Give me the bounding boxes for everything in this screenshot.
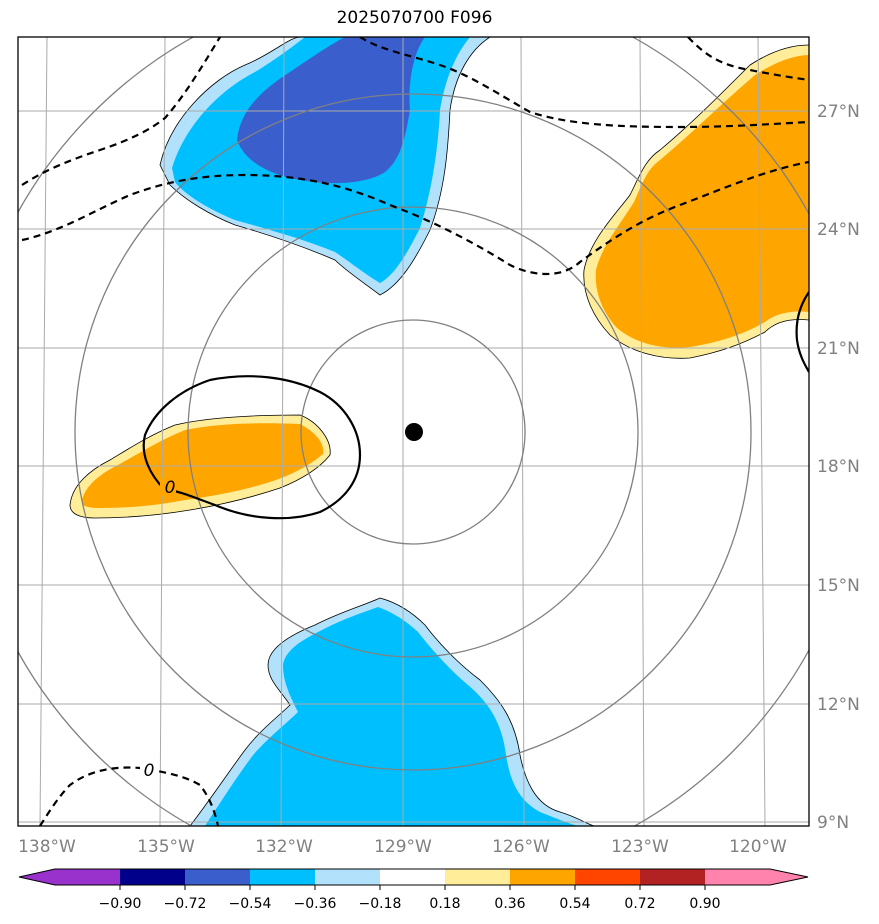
x-tick-label: 138°W xyxy=(18,837,76,857)
colorbar-segment xyxy=(55,869,121,885)
colorbar-tick-label: −0.90 xyxy=(99,896,142,912)
meridian-120w xyxy=(757,37,766,826)
center-marker xyxy=(405,423,423,441)
x-tick-label: 132°W xyxy=(255,837,313,857)
meridian-138w xyxy=(39,37,48,826)
range-rings xyxy=(18,37,809,826)
range-ring-2 xyxy=(187,206,639,658)
colorbar-segment xyxy=(705,869,771,885)
colorbar-tick-label: 0.90 xyxy=(689,896,720,912)
colorbar-segment xyxy=(640,869,706,885)
colorbar-segment xyxy=(250,869,316,885)
colorbar-segment xyxy=(445,869,511,885)
map-frame xyxy=(17,36,810,827)
contour-label-bg-1 xyxy=(160,478,176,496)
contour-dashed-bottom xyxy=(39,766,220,826)
contour-east xyxy=(583,44,809,359)
colorbar-segment xyxy=(315,869,381,885)
colorbar-outline xyxy=(18,868,809,886)
x-tick-label: 126°W xyxy=(492,837,550,857)
y-tick-label: 24°N xyxy=(817,220,860,240)
colorbar-segment xyxy=(575,869,641,885)
colorbar: −0.90 −0.72 −0.54 −0.36 −0.18 0.18 0.36 … xyxy=(18,868,809,912)
colorbar-tick-label: −0.18 xyxy=(359,896,402,912)
colorbar-tick-label: 0.36 xyxy=(494,896,525,912)
contour-dashed-upper xyxy=(359,37,809,129)
x-tick-label: 123°W xyxy=(611,837,669,857)
y-tick-label: 18°N xyxy=(817,457,860,477)
colorbar-tick-label: −0.36 xyxy=(294,896,337,912)
contour-north xyxy=(159,37,491,296)
contour-zero-west xyxy=(142,375,362,520)
chart-title: 2025070700 F096 xyxy=(336,8,493,28)
colorbar-segment xyxy=(120,869,186,885)
contour-zero-east xyxy=(795,291,809,373)
range-ring-3 xyxy=(74,93,752,771)
meridian-123w xyxy=(639,37,645,826)
contour-dashed-top-left xyxy=(21,37,221,186)
contour-west xyxy=(69,414,331,519)
colorbar-tick-label: −0.54 xyxy=(229,896,272,912)
colorbar-tick-label: 0.72 xyxy=(624,896,655,912)
y-tick-label: 15°N xyxy=(817,576,860,596)
colorbar-max-arrow xyxy=(770,869,808,885)
x-tick-label: 135°W xyxy=(137,837,195,857)
colorbar-segment xyxy=(510,869,576,885)
contour-dashed-mid xyxy=(21,160,809,276)
colorbar-tick-labels: −0.90 −0.72 −0.54 −0.36 −0.18 0.18 0.36 … xyxy=(99,896,721,912)
colorbar-tick-label: 0.18 xyxy=(429,896,460,912)
contour-label-2: 0 xyxy=(144,761,155,781)
meridian-132w xyxy=(280,37,285,826)
colorbar-ticks xyxy=(119,885,706,890)
y-tick-label: 21°N xyxy=(817,339,860,359)
colorbar-segment xyxy=(380,869,446,885)
meridian-126w xyxy=(520,37,525,826)
x-tick-label: 129°W xyxy=(374,837,432,857)
y-tick-label: 27°N xyxy=(817,102,860,122)
contour-label-bg-2 xyxy=(140,761,156,779)
colorbar-tick-label: 0.54 xyxy=(559,896,590,912)
contour-south xyxy=(189,597,596,826)
meridian-135w xyxy=(159,37,166,826)
map-plot-area: 0 0 xyxy=(18,37,809,826)
shade-south-cyan xyxy=(205,607,580,826)
colorbar-segment xyxy=(185,869,251,885)
x-tick-labels: 138°W 135°W 132°W 129°W 126°W 123°W 120°… xyxy=(18,837,787,857)
colorbar-tick-label: −0.72 xyxy=(164,896,207,912)
y-tick-labels: 27°N 24°N 21°N 18°N 15°N 12°N 9°N xyxy=(817,102,860,833)
graticule xyxy=(18,37,809,826)
contour-label-1: 0 xyxy=(165,478,176,498)
range-ring-1 xyxy=(300,319,526,545)
y-tick-label: 12°N xyxy=(817,695,860,715)
x-tick-label: 120°W xyxy=(729,837,787,857)
y-tick-label: 9°N xyxy=(817,813,849,833)
contours xyxy=(21,37,809,826)
colorbar-min-arrow xyxy=(19,869,55,885)
shade-east-orange xyxy=(595,55,809,348)
